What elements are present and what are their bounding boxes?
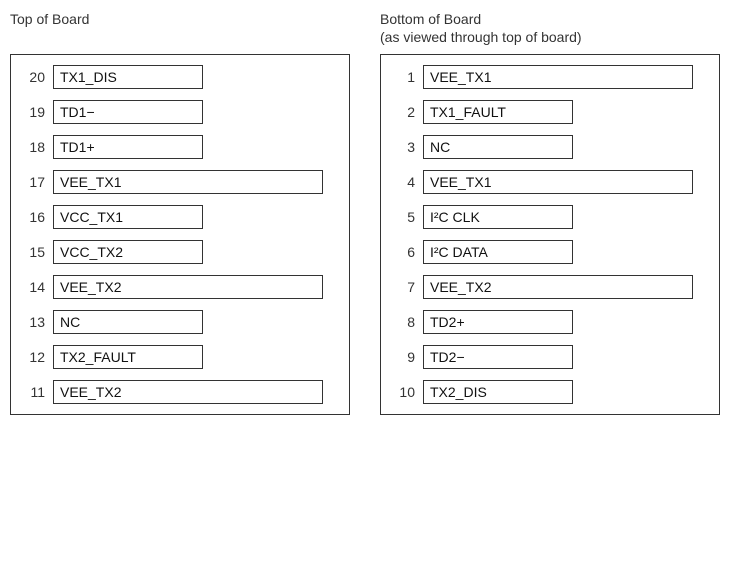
pin-row: 13 NC (17, 310, 339, 334)
pin-label-box: TD2− (423, 345, 573, 369)
pinout-diagram: Top of Board 20 TX1_DIS 19 TD1− 18 TD1+ … (10, 10, 739, 415)
pin-number: 7 (387, 279, 423, 295)
pin-label-box: TX1_DIS (53, 65, 203, 89)
bottom-of-board-column: Bottom of Board (as viewed through top o… (380, 10, 720, 415)
pin-number: 9 (387, 349, 423, 365)
pin-number: 4 (387, 174, 423, 190)
subtitle-text: (as viewed through top of board) (380, 29, 582, 45)
pin-label-box: TX2_DIS (423, 380, 573, 404)
pin-row: 2 TX1_FAULT (387, 100, 709, 124)
pin-number: 18 (17, 139, 53, 155)
column-title: Top of Board (10, 10, 350, 46)
pin-row: 15 VCC_TX2 (17, 240, 339, 264)
pin-label-box: VCC_TX1 (53, 205, 203, 229)
pin-label-box: VEE_TX1 (423, 170, 693, 194)
pin-number: 6 (387, 244, 423, 260)
pin-label-box: TD1− (53, 100, 203, 124)
pin-row: 3 NC (387, 135, 709, 159)
pin-label-box: TD1+ (53, 135, 203, 159)
pin-row: 9 TD2− (387, 345, 709, 369)
pin-label-box: TD2+ (423, 310, 573, 334)
pin-label-box: VEE_TX2 (53, 380, 323, 404)
pin-number: 12 (17, 349, 53, 365)
pin-label-box: VCC_TX2 (53, 240, 203, 264)
pin-row: 10 TX2_DIS (387, 380, 709, 404)
pin-number: 3 (387, 139, 423, 155)
pin-row: 11 VEE_TX2 (17, 380, 339, 404)
pin-row: 17 VEE_TX1 (17, 170, 339, 194)
pin-label-box: VEE_TX1 (423, 65, 693, 89)
pin-label-box: NC (53, 310, 203, 334)
pin-number: 20 (17, 69, 53, 85)
pin-row: 20 TX1_DIS (17, 65, 339, 89)
pin-row: 7 VEE_TX2 (387, 275, 709, 299)
pin-number: 1 (387, 69, 423, 85)
pin-number: 2 (387, 104, 423, 120)
pin-row: 12 TX2_FAULT (17, 345, 339, 369)
pin-number: 15 (17, 244, 53, 260)
pin-number: 13 (17, 314, 53, 330)
pin-row: 14 VEE_TX2 (17, 275, 339, 299)
pin-number: 8 (387, 314, 423, 330)
title-text: Top of Board (10, 11, 89, 27)
board-outline: 1 VEE_TX1 2 TX1_FAULT 3 NC 4 VEE_TX1 5 I… (380, 54, 720, 415)
title-text: Bottom of Board (380, 11, 481, 27)
pin-row: 19 TD1− (17, 100, 339, 124)
pin-number: 11 (17, 384, 53, 400)
pin-label-box: I²C DATA (423, 240, 573, 264)
pin-number: 5 (387, 209, 423, 225)
pin-label-box: VEE_TX2 (423, 275, 693, 299)
pin-row: 8 TD2+ (387, 310, 709, 334)
pin-label-box: TX2_FAULT (53, 345, 203, 369)
pin-number: 19 (17, 104, 53, 120)
pin-label-box: TX1_FAULT (423, 100, 573, 124)
pin-label-box: VEE_TX1 (53, 170, 323, 194)
pin-row: 18 TD1+ (17, 135, 339, 159)
pin-number: 14 (17, 279, 53, 295)
pin-row: 5 I²C CLK (387, 205, 709, 229)
board-outline: 20 TX1_DIS 19 TD1− 18 TD1+ 17 VEE_TX1 16… (10, 54, 350, 415)
pin-label-box: VEE_TX2 (53, 275, 323, 299)
pin-row: 1 VEE_TX1 (387, 65, 709, 89)
pin-label-box: NC (423, 135, 573, 159)
column-title: Bottom of Board (as viewed through top o… (380, 10, 720, 46)
pin-label-box: I²C CLK (423, 205, 573, 229)
pin-row: 6 I²C DATA (387, 240, 709, 264)
pin-number: 17 (17, 174, 53, 190)
pin-number: 16 (17, 209, 53, 225)
pin-number: 10 (387, 384, 423, 400)
top-of-board-column: Top of Board 20 TX1_DIS 19 TD1− 18 TD1+ … (10, 10, 350, 415)
pin-row: 16 VCC_TX1 (17, 205, 339, 229)
pin-row: 4 VEE_TX1 (387, 170, 709, 194)
